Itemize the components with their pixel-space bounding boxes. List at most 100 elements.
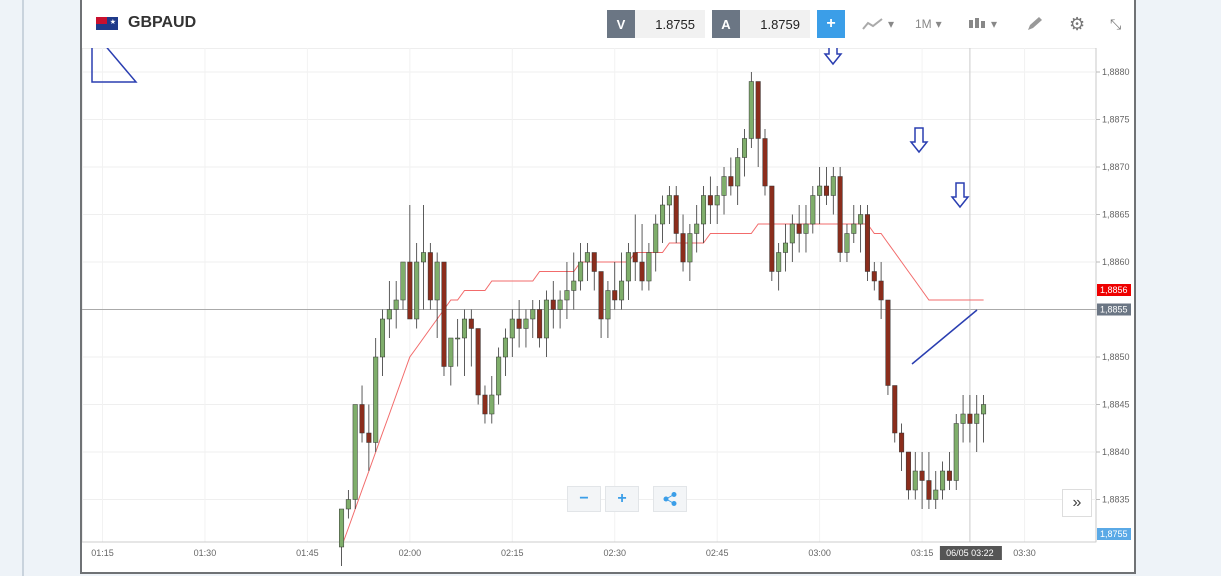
candle-body — [386, 309, 392, 320]
candle-body — [769, 185, 775, 272]
candle-body — [530, 309, 536, 320]
crosshair-time-label: 06/05 03:22 — [946, 548, 994, 558]
candle-body — [537, 309, 543, 339]
instrument-selector[interactable]: GBPAUD — [96, 14, 196, 32]
chart-type-dropdown[interactable]: ▾ — [967, 14, 997, 34]
candle-body — [803, 223, 809, 234]
scroll-right-button[interactable]: » — [1062, 489, 1092, 517]
candle-body — [701, 195, 707, 225]
candle-body — [851, 223, 857, 234]
crosshair-time-tag — [939, 546, 1002, 560]
candle-body — [878, 280, 884, 301]
candle-body — [598, 271, 604, 320]
buy-badge: A — [712, 10, 740, 38]
triangle-annotation — [91, 48, 138, 83]
zoom-out-button[interactable]: − — [567, 486, 601, 512]
candle-body — [714, 195, 720, 206]
candle-body — [421, 252, 426, 263]
candle-body — [543, 299, 549, 339]
time-tick-label: 01:45 — [296, 548, 319, 558]
pencil-icon — [1028, 17, 1042, 30]
uk-au-flag-icon — [96, 16, 118, 30]
price-tick-label: 1,8865 — [1102, 210, 1130, 220]
candle-body — [796, 223, 802, 234]
candle-body — [653, 223, 659, 253]
candle-body — [755, 81, 761, 139]
candle-body — [837, 176, 843, 253]
candle-body — [489, 394, 495, 415]
current-price-tag — [1097, 303, 1131, 316]
candle-body — [830, 176, 836, 196]
timeframe-dropdown[interactable]: 1M ▾ — [915, 14, 942, 34]
candle-body — [905, 451, 911, 491]
candle-body — [687, 233, 693, 263]
candle-body — [427, 252, 433, 301]
current-price-label: 1,8855 — [1100, 305, 1128, 315]
candle-body — [584, 252, 590, 263]
candle-body — [940, 470, 946, 491]
candle-body — [823, 185, 829, 196]
moving-average-line — [341, 223, 984, 548]
add-button[interactable]: + — [817, 10, 845, 38]
expand-icon: ⤡ — [1110, 15, 1122, 32]
candle-body — [844, 233, 850, 253]
candle-body — [619, 280, 625, 301]
candle-body — [912, 470, 918, 491]
candle-body — [448, 337, 454, 367]
sell-quote[interactable]: V 1.8755 — [607, 10, 705, 38]
chevron-down-icon: ▾ — [991, 17, 998, 31]
time-tick-label: 01:15 — [91, 548, 114, 558]
candle-body — [673, 195, 679, 234]
draw-tool-button[interactable] — [1026, 14, 1044, 34]
price-tick-label: 1,8880 — [1102, 67, 1130, 77]
candle-body — [817, 185, 823, 196]
down-arrow-annotation — [950, 182, 970, 209]
sell-badge: V — [607, 10, 635, 38]
candle-body — [782, 242, 788, 253]
fullscreen-button[interactable]: ⤡ — [1110, 14, 1121, 34]
price-chart[interactable]: 1,8880 1,8875 1,8870 1,8865 1,8860 1,8855 1,88… — [82, 48, 1134, 574]
zoom-in-button[interactable]: + — [605, 486, 639, 512]
candle-body — [605, 290, 611, 320]
time-tick-label: 02:15 — [501, 548, 524, 558]
indicator-dropdown[interactable]: ▾ — [862, 14, 894, 34]
candle-body — [919, 470, 925, 481]
candle-body — [502, 337, 508, 358]
price-tick-label: 1,8835 — [1102, 495, 1130, 505]
indicator-icon — [862, 18, 883, 30]
zoom-controls: − + — [567, 486, 687, 512]
candle-body — [946, 470, 952, 481]
candle-body — [789, 223, 795, 244]
bottom-price-tag — [1097, 528, 1131, 540]
candle-body — [550, 299, 556, 310]
right-margin — [1198, 0, 1221, 576]
ma-price-label: 1,8856 — [1100, 285, 1128, 295]
candle-body — [625, 252, 631, 282]
buy-quote[interactable]: A 1.8759 — [712, 10, 810, 38]
candle-body — [407, 261, 413, 320]
share-button[interactable] — [653, 486, 687, 512]
bottom-price-label: 1,8755 — [1100, 529, 1128, 539]
candle-body — [646, 252, 652, 282]
candle-body — [721, 176, 727, 196]
chart-toolbar: GBPAUD V 1.8755 A 1.8759 + ▾ 1M ▾ ▾ ⚙ — [82, 0, 1134, 48]
price-tick-label: 1,8875 — [1102, 115, 1130, 125]
candle-body — [694, 223, 700, 234]
candle-body — [892, 385, 898, 434]
candle-body — [591, 252, 597, 272]
settings-button[interactable]: ⚙ — [1069, 14, 1085, 34]
chevron-down-icon: ▾ — [935, 17, 942, 31]
candle-body — [666, 195, 672, 206]
price-tick-label: 1,8845 — [1102, 400, 1130, 410]
candle-body — [475, 328, 481, 396]
candle-body — [810, 195, 816, 225]
down-arrow-annotation — [823, 48, 843, 66]
candle-body — [960, 413, 966, 424]
candle-body — [516, 318, 522, 329]
time-tick-label: 03:00 — [808, 548, 831, 558]
candle-body — [858, 214, 864, 225]
candle-body — [926, 480, 932, 500]
time-tick-label: 02:45 — [706, 548, 729, 558]
buy-price: 1.8759 — [740, 10, 810, 38]
left-border — [22, 0, 24, 576]
